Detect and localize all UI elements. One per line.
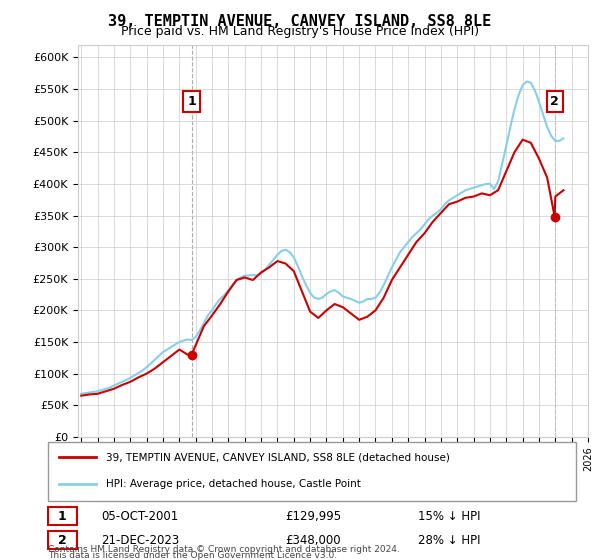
FancyBboxPatch shape [48,442,576,501]
Text: 2: 2 [550,95,559,108]
Text: 05-OCT-2001: 05-OCT-2001 [101,510,178,523]
Text: 1: 1 [58,510,67,523]
FancyBboxPatch shape [48,531,77,549]
Text: HPI: Average price, detached house, Castle Point: HPI: Average price, detached house, Cast… [106,479,361,488]
Text: 39, TEMPTIN AVENUE, CANVEY ISLAND, SS8 8LE: 39, TEMPTIN AVENUE, CANVEY ISLAND, SS8 8… [109,14,491,29]
Text: 1: 1 [187,95,196,108]
Text: Contains HM Land Registry data © Crown copyright and database right 2024.: Contains HM Land Registry data © Crown c… [48,545,400,554]
Text: 21-DEC-2023: 21-DEC-2023 [101,534,179,547]
Text: 28% ↓ HPI: 28% ↓ HPI [418,534,480,547]
Text: £348,000: £348,000 [286,534,341,547]
Text: £129,995: £129,995 [286,510,342,523]
Text: 39, TEMPTIN AVENUE, CANVEY ISLAND, SS8 8LE (detached house): 39, TEMPTIN AVENUE, CANVEY ISLAND, SS8 8… [106,452,450,462]
Text: This data is licensed under the Open Government Licence v3.0.: This data is licensed under the Open Gov… [48,551,337,560]
FancyBboxPatch shape [48,507,77,525]
Text: 15% ↓ HPI: 15% ↓ HPI [418,510,480,523]
Text: Price paid vs. HM Land Registry's House Price Index (HPI): Price paid vs. HM Land Registry's House … [121,25,479,38]
Text: 2: 2 [58,534,67,547]
